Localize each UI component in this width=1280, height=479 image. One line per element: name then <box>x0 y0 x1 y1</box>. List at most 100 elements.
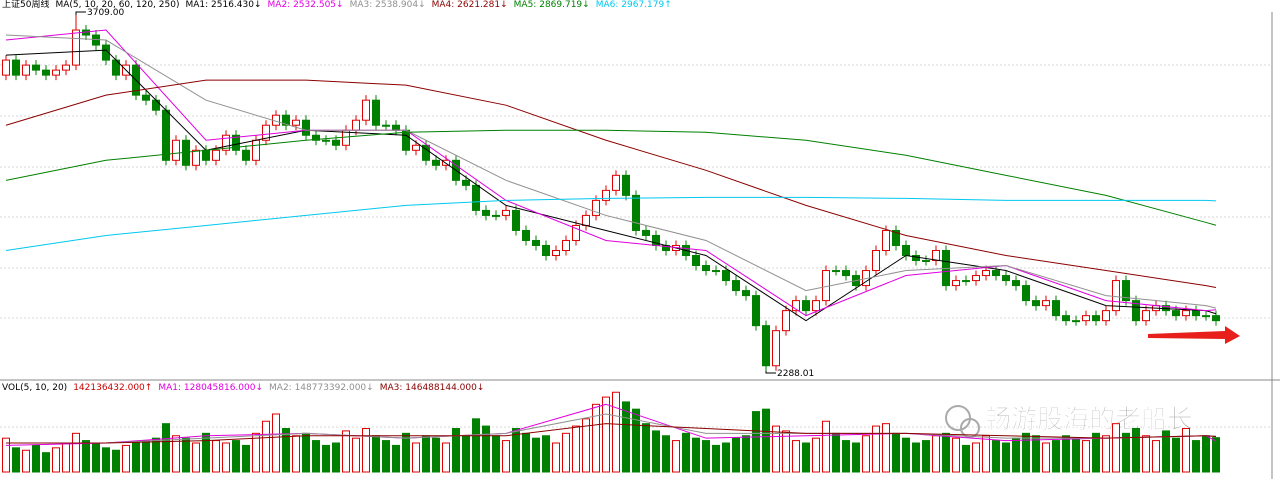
volume-bar <box>1042 442 1050 473</box>
candle-body <box>562 239 570 251</box>
volume-bar <box>772 425 780 473</box>
volume-bar <box>472 418 480 473</box>
volume-bar <box>362 428 370 473</box>
volume-bar <box>232 440 240 473</box>
volume-bar <box>1012 437 1020 473</box>
watermark-logo <box>960 418 980 438</box>
volume-bar <box>1072 437 1080 473</box>
volume-bar <box>42 452 50 473</box>
candle-body <box>172 139 180 161</box>
volume-bar <box>1172 437 1180 473</box>
volume-bar <box>122 444 130 473</box>
candle-body <box>602 189 610 201</box>
volume-bar <box>612 391 620 473</box>
volume-bar <box>662 435 670 473</box>
candle-body <box>1202 315 1210 318</box>
candle-body <box>742 290 750 297</box>
candle-body <box>382 124 390 127</box>
candle-body <box>142 94 150 101</box>
legend-name: MA1: <box>158 383 182 393</box>
candle-body <box>622 174 630 196</box>
candle-body <box>1062 315 1070 322</box>
candle-body <box>32 64 40 71</box>
volume-bar <box>1122 432 1130 473</box>
candle-body <box>552 249 560 257</box>
volume-bar <box>372 435 380 473</box>
candle-body <box>242 149 250 161</box>
candle-body <box>732 280 740 292</box>
candle-body <box>592 199 600 216</box>
candle-body <box>212 149 220 161</box>
volume-bar <box>1192 440 1200 473</box>
candle-body <box>402 129 410 151</box>
volume-bar <box>682 432 690 473</box>
volume-bar <box>992 440 1000 473</box>
ma-line <box>5 49 1217 322</box>
legend-entry: MA3: 2538.904↓ <box>350 0 426 11</box>
volume-bar <box>1022 432 1030 473</box>
candle-body <box>62 64 70 71</box>
volume-bar <box>132 442 140 473</box>
volume-bar <box>72 432 80 473</box>
volume-bar <box>642 423 650 473</box>
candle-body <box>1032 300 1040 307</box>
volume-bar <box>812 437 820 473</box>
candle-body <box>822 270 830 302</box>
volume-bar <box>692 437 700 473</box>
volume-bar <box>302 432 310 473</box>
volume-bar <box>322 444 330 473</box>
volume-bar <box>282 428 290 473</box>
legend-entry: MA1: 128045816.000↓ <box>158 383 263 394</box>
red-arrow <box>1148 326 1240 344</box>
volume-bar <box>1082 440 1090 473</box>
candle-body <box>722 270 730 282</box>
legend-name: MA4: <box>431 0 455 10</box>
low-pointer <box>765 371 776 374</box>
volume-bar <box>982 435 990 473</box>
volume-bar <box>142 440 150 473</box>
candle-body <box>1132 300 1140 322</box>
volume-bar <box>562 432 570 473</box>
volume-bar <box>212 440 220 473</box>
volume-bar <box>672 440 680 473</box>
candle-body <box>642 229 650 236</box>
candle-body <box>902 244 910 257</box>
volume-bar <box>442 442 450 473</box>
volume-bar <box>332 442 340 473</box>
volume-bar <box>1152 440 1160 473</box>
candle-body <box>1092 315 1100 322</box>
candle-body <box>72 29 80 66</box>
candle-body <box>202 149 210 161</box>
legend-value: 2532.505↓ <box>293 0 344 10</box>
volume-bar <box>622 401 630 473</box>
candle-body <box>692 255 700 267</box>
candle-body <box>762 325 770 367</box>
legend-entry: MA6: 2967.179↑ <box>596 0 672 11</box>
candle-body <box>462 179 470 186</box>
volume-bar <box>222 442 230 473</box>
candle-body <box>332 139 340 146</box>
candle-body <box>962 280 970 283</box>
candle-body <box>1182 310 1190 317</box>
candle-body <box>932 249 940 262</box>
candle-body <box>472 184 480 211</box>
volume-bar <box>242 444 250 473</box>
volume-bar <box>522 432 530 473</box>
candle-body <box>102 44 110 61</box>
volume-bar <box>1212 437 1220 473</box>
volume-bar <box>342 430 350 473</box>
volume-bar <box>512 428 520 473</box>
candle-body <box>812 300 820 312</box>
volume-bar <box>202 432 210 473</box>
watermark-text: 畅游股海的老船长 <box>985 404 1194 435</box>
candle-body <box>1042 300 1050 307</box>
legend-name: MA5: <box>513 0 537 10</box>
volume-bar <box>312 440 320 473</box>
volume-bar <box>492 435 500 473</box>
candle-body <box>372 99 380 126</box>
legend-entry: MA3: 146488144.000↓ <box>380 383 485 394</box>
legend-value: 2621.281↓ <box>457 0 508 10</box>
volume-bar <box>652 430 660 473</box>
